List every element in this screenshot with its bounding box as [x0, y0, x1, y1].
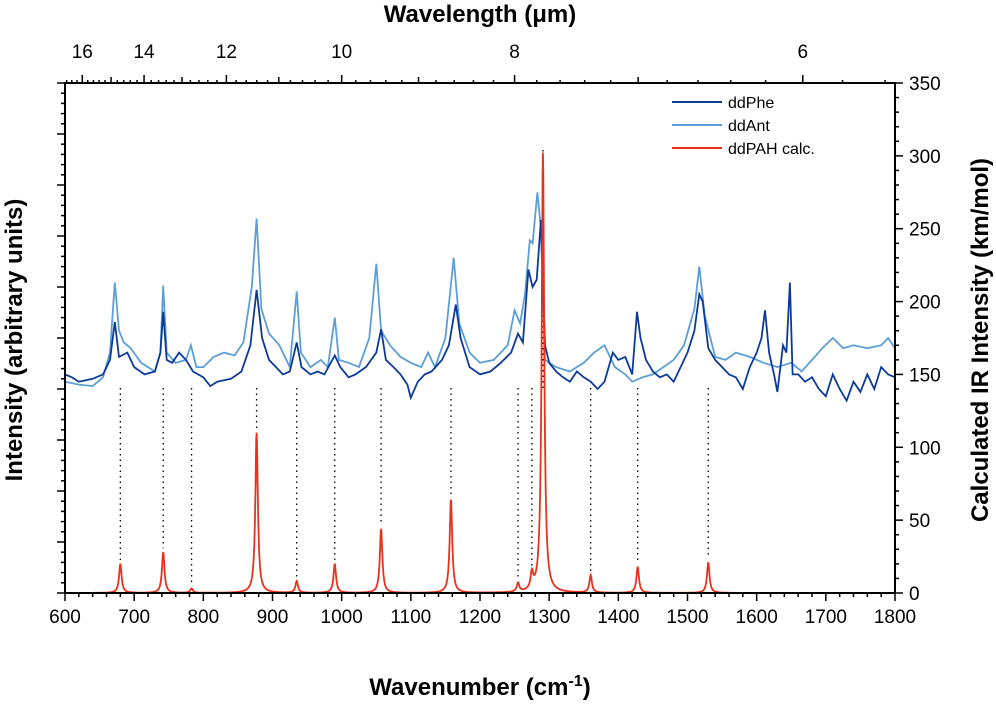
y-right-tick-label: 150: [909, 365, 941, 386]
y-right-tick-label: 50: [909, 511, 930, 532]
legend: ddPhe ddAnt ddPAH calc.: [672, 95, 815, 158]
legend-label: ddPhe: [728, 95, 774, 112]
legend-label: ddPAH calc.: [728, 141, 815, 158]
legend-label: ddAnt: [728, 118, 770, 135]
x-tick-label: 1000: [321, 607, 363, 628]
x-tick-label: 1800: [874, 607, 916, 628]
top-axis-title: Wavelength (μm): [384, 1, 576, 28]
x-tick-label: 1200: [459, 607, 501, 628]
top-tick-label: 6: [797, 42, 808, 63]
x-tick-label: 900: [257, 607, 289, 628]
y-right-tick-label: 100: [909, 438, 941, 459]
x-tick-label: 800: [187, 607, 219, 628]
x-tick-label: 600: [49, 607, 81, 628]
x-tick-label: 1700: [805, 607, 847, 628]
top-tick-label: 16: [72, 42, 93, 63]
y-right-tick-label: 300: [909, 147, 941, 168]
plot-frame: [64, 82, 896, 594]
top-tick-label: 8: [509, 42, 520, 63]
y-right-tick-label: 350: [909, 74, 941, 95]
top-tick-label: 12: [216, 42, 237, 63]
x-tick-label: 1500: [666, 607, 708, 628]
x-tick-label: 700: [118, 607, 150, 628]
y-right-tick-label: 200: [909, 293, 941, 314]
y-right-tick-label: 250: [909, 220, 941, 241]
left-axis-title: Intensity (arbitrary units): [1, 199, 28, 482]
series-ddant-line: [64, 192, 896, 388]
top-tick-label: 14: [133, 42, 155, 63]
x-tick-label: 1400: [597, 607, 639, 628]
series-ddpah-calc-line: [65, 152, 895, 594]
x-tick-label: 1100: [390, 607, 431, 628]
y-right-tick-label: 0: [909, 584, 920, 605]
series-ddphe-line: [64, 219, 896, 403]
right-axis-title: Calculated IR Intensity (km/mol): [967, 158, 994, 522]
x-axis-title: Wavenumber (cm-1): [369, 673, 590, 701]
top-tick-label: 10: [331, 42, 352, 63]
x-tick-label: 1600: [736, 607, 778, 628]
x-tick-label: 1300: [528, 607, 570, 628]
